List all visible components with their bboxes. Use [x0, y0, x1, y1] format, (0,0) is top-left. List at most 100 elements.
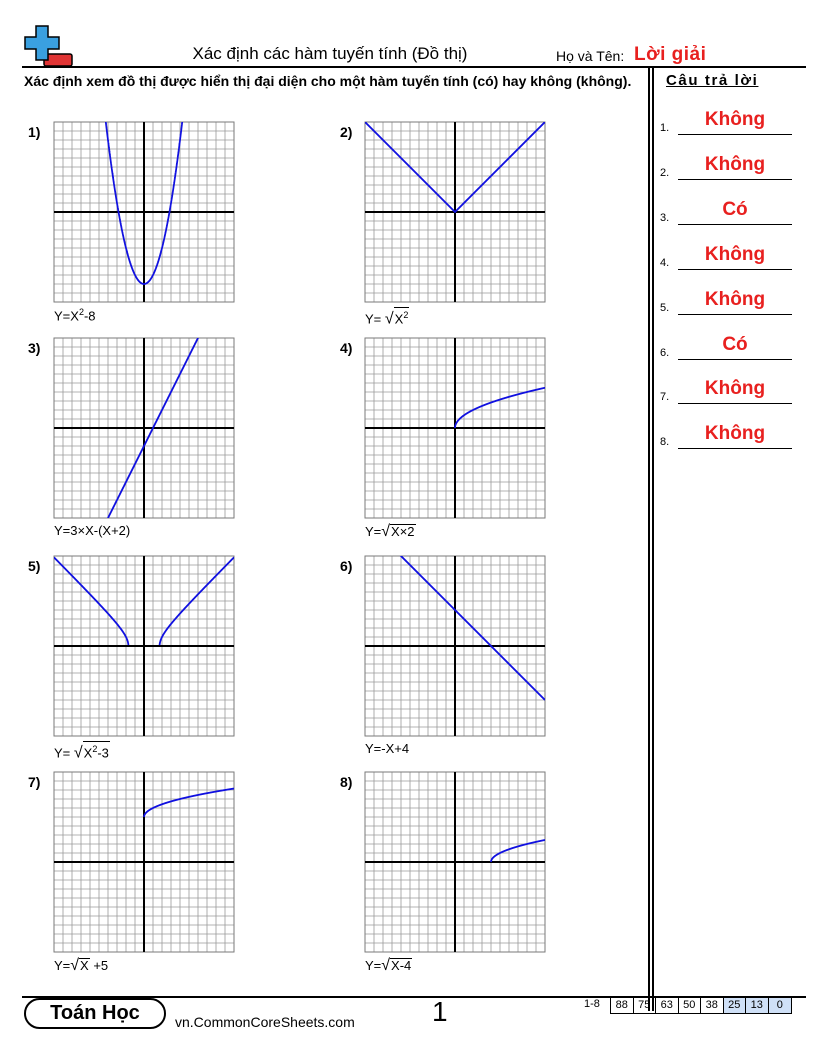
score-range-label: 1-8 [584, 998, 600, 1010]
score-cell: 63 [656, 998, 679, 1013]
page-title: Xác định các hàm tuyến tính (Đồ thị) [192, 44, 468, 63]
radical-sign: √ [384, 310, 394, 328]
equation-label: Y= √X2-3 [54, 741, 110, 762]
answer-blank-line [678, 314, 792, 315]
function-curve [104, 122, 184, 285]
function-curve [454, 386, 545, 429]
math-logo-icon [24, 25, 73, 67]
axes [54, 122, 234, 302]
axes [54, 338, 234, 518]
score-cell: 13 [746, 998, 769, 1013]
answer-number: 4. [660, 257, 670, 269]
answer-row: 5. Không [660, 289, 800, 315]
answer-row: 7. Không [660, 378, 800, 404]
radicand: X2-3 [82, 741, 110, 761]
function-curve [143, 787, 234, 818]
name-value: Lời giải [634, 44, 707, 65]
radicand-text: X [80, 958, 89, 973]
equation-label: Y=-X+4 [365, 741, 409, 756]
function-curve [106, 338, 200, 518]
answer-row: 4. Không [660, 244, 800, 270]
answer-value: Không [704, 378, 766, 399]
problem-number: 8) [340, 774, 353, 790]
coordinate-grid [364, 337, 546, 519]
problem-number: 1) [28, 124, 41, 140]
site-url: vn.CommonCoreSheets.com [175, 1014, 355, 1030]
equation-text: Y= [54, 745, 74, 761]
equation-text: Y= [365, 311, 385, 327]
axes [54, 772, 234, 952]
equation-text: Y= [54, 958, 71, 973]
answer-column-divider [648, 66, 650, 1011]
equation-label: Y=√X×2 [365, 523, 416, 541]
equation-text: Y=3×X-(X+2) [54, 523, 131, 538]
equation-tail: +5 [89, 958, 109, 973]
answer-row: 1. Không [660, 109, 800, 135]
problem-number: 5) [28, 558, 41, 574]
problem-number: 3) [28, 340, 41, 356]
exponent: 2 [78, 307, 84, 317]
radical-sign: √ [73, 744, 83, 762]
answer-number: 3. [660, 212, 670, 224]
name-label: Họ và Tên: [556, 48, 625, 64]
answer-value: Có [722, 334, 748, 355]
score-cell: 75 [634, 998, 656, 1013]
coordinate-grid [364, 121, 546, 303]
answer-value: Không [704, 423, 766, 444]
answer-number: 6. [660, 347, 670, 359]
answer-number: 1. [660, 122, 670, 134]
subject-badge: Toán Học [24, 998, 166, 1029]
score-cell: 88 [611, 998, 634, 1013]
equation-text: Y= [365, 958, 382, 973]
radicand: X2 [393, 307, 410, 326]
answer-number: 7. [660, 391, 670, 403]
answer-blank-line [678, 134, 792, 135]
answer-number: 2. [660, 167, 670, 179]
answer-value: Có [722, 199, 748, 220]
function-curve [399, 556, 545, 701]
exponent: 2 [92, 744, 98, 754]
answer-row: 3. Có [660, 199, 800, 225]
equation-text: Y=-X+4 [365, 741, 410, 756]
equation-label: Y=X2-8 [54, 307, 96, 323]
score-cell: 0 [768, 998, 791, 1013]
answer-blank-line [678, 179, 792, 180]
answer-number: 5. [660, 302, 670, 314]
answer-value: Không [704, 289, 766, 310]
answer-key-heading: Câu trả lời [666, 72, 759, 89]
answer-blank-line [678, 224, 792, 225]
equation-text: Y=X [54, 308, 79, 324]
equation-label: Y= √X2 [365, 307, 410, 328]
score-cell: 38 [701, 998, 724, 1013]
radicand: X×2 [390, 524, 416, 539]
score-table: 88 75 63 50 38 25 13 0 [610, 997, 792, 1014]
score-cell: 25 [723, 998, 746, 1013]
equation-text: Y= [365, 524, 382, 539]
function-curve [365, 122, 545, 214]
footer-divider [22, 996, 806, 998]
answer-value: Không [704, 244, 766, 265]
coordinate-grid [53, 555, 235, 737]
radicand-text: X×2 [391, 524, 415, 539]
answer-blank-line [678, 359, 792, 360]
header-divider [22, 66, 806, 68]
radical-sign: √ [381, 957, 391, 974]
answer-blank-line [678, 448, 792, 449]
answer-value: Không [704, 109, 766, 130]
axes [54, 556, 234, 736]
radicand-text: X-4 [391, 958, 412, 973]
axes [365, 556, 545, 736]
coordinate-grid [53, 771, 235, 953]
problem-number: 4) [340, 340, 353, 356]
equation-label: Y=3×X-(X+2) [54, 523, 130, 538]
problem-number: 7) [28, 774, 41, 790]
problem-number: 2) [340, 124, 353, 140]
radicand: X-4 [390, 958, 413, 973]
radicand-text: X [83, 745, 93, 761]
instructions: Xác định xem đồ thị được hiển thị đại di… [24, 73, 632, 89]
score-cell: 50 [679, 998, 701, 1013]
equation-tail: -8 [83, 308, 96, 324]
coordinate-grid [53, 337, 235, 519]
problem-number: 6) [340, 558, 353, 574]
answer-number: 8. [660, 436, 670, 448]
